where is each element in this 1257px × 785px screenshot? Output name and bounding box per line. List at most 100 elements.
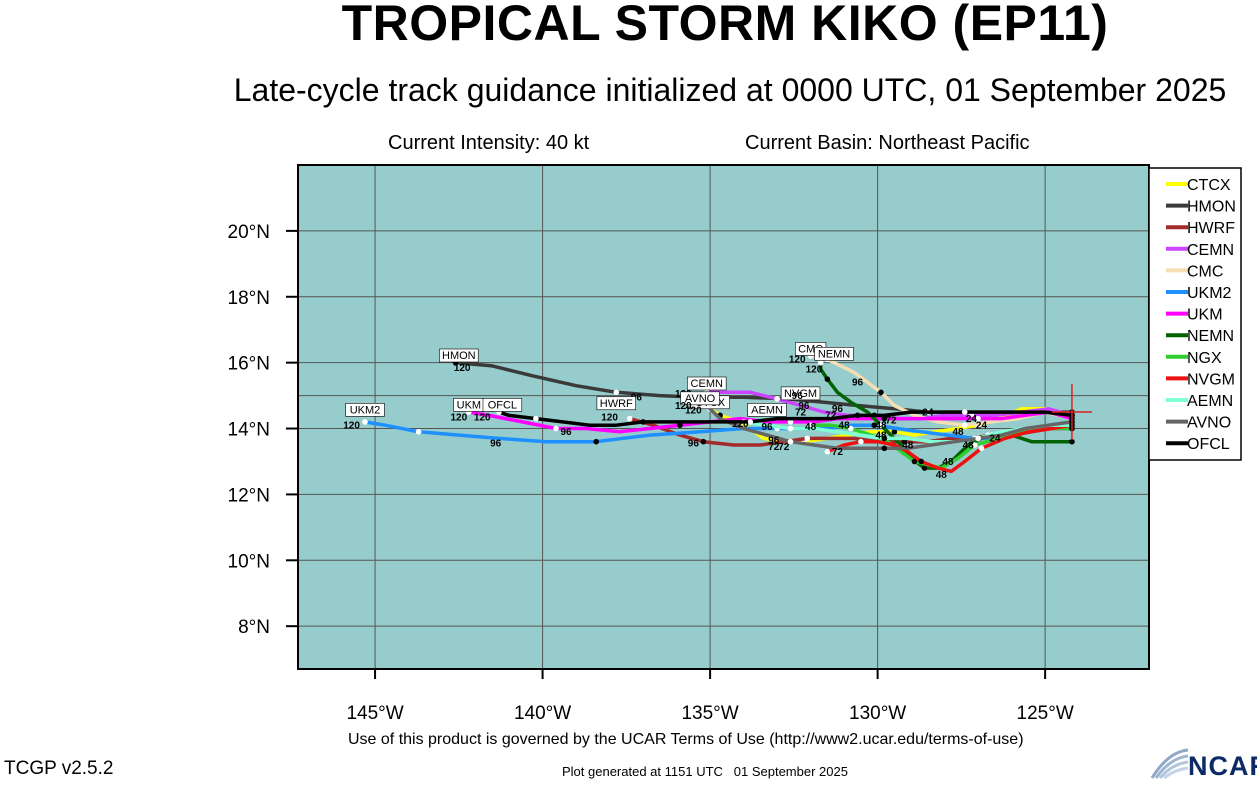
track-point [553, 425, 559, 432]
svg-text:AEMN: AEMN [751, 404, 783, 416]
track-point [593, 438, 599, 445]
tau-label: 48 [875, 430, 887, 441]
track-point [878, 422, 884, 429]
legend-item-avno: AVNO [1166, 415, 1231, 432]
track-point [961, 422, 968, 429]
tau-label: 96 [761, 422, 773, 433]
track-point [961, 409, 968, 415]
track-point [787, 419, 794, 425]
map-subtitle: Late-cycle track guidance initialized at… [233, 72, 1227, 108]
model-legend: CTCX HMON HWRF CEMN CMC UKM2 UKM NEMN NGX NVGM AEM… [1148, 167, 1242, 461]
tau-label: 96 [560, 427, 572, 438]
tau-label: 96 [798, 401, 810, 412]
track-end-label-hwrf: HWRF [596, 396, 636, 411]
legend-item-cemn: CEMN [1166, 242, 1234, 259]
terms-of-use[interactable]: Use of this product is governed by the U… [348, 731, 1024, 748]
current-basin: Current Basin: Northeast Pacific [745, 132, 1030, 154]
svg-text:OFCL: OFCL [1187, 436, 1230, 453]
track-point [975, 415, 981, 422]
svg-text:NGX: NGX [1187, 350, 1222, 367]
x-tick-label: 130°W [849, 703, 906, 724]
tau-label: 24 [922, 407, 934, 418]
track-point [787, 438, 794, 445]
track-point [626, 415, 633, 422]
svg-text:UKM2: UKM2 [350, 404, 381, 416]
track-point [700, 438, 707, 445]
svg-text:NVGM: NVGM [784, 388, 817, 400]
track-end-label-ukm2: UKM2 [345, 403, 385, 417]
tau-label: 120 [474, 412, 491, 423]
track-point [854, 412, 861, 419]
tau-label: 48 [875, 421, 887, 432]
tau-label: 96 [631, 393, 643, 404]
track-point [918, 458, 924, 465]
tau-label: 96 [792, 391, 804, 402]
map-title: TROPICAL STORM KIKO (EP11) [341, 0, 1109, 51]
track-point [362, 419, 368, 425]
tau-label: 120 [685, 406, 702, 417]
track-end-label-nvgm: NVGM [780, 386, 821, 401]
ncar-logo: NCAR [1148, 748, 1257, 781]
svg-text:NEMN: NEMN [818, 348, 850, 360]
tau-label: 48 [902, 440, 914, 451]
tau-label: 96 [852, 378, 864, 389]
svg-text:AEMN: AEMN [1187, 393, 1233, 410]
track-end-label-nemn: NEMN [814, 347, 854, 361]
model-tracks [362, 353, 1075, 474]
track-point [968, 412, 975, 419]
track-point [911, 458, 918, 465]
track-point [1069, 438, 1075, 445]
current-intensity: Current Intensity: 40 kt [388, 132, 590, 154]
svg-text:CTCX: CTCX [1187, 177, 1231, 194]
tau-label: 120 [732, 419, 749, 430]
track-point [978, 445, 985, 452]
legend-item-nvgm: NVGM [1166, 371, 1235, 388]
track-point [613, 389, 620, 396]
track-point [804, 435, 811, 442]
track-end-label-aemn: AEMN [747, 403, 787, 417]
svg-text:HWRF: HWRF [600, 398, 633, 410]
legend-item-hwrf: HWRF [1166, 220, 1235, 237]
track-point [975, 435, 981, 442]
track-point [971, 442, 978, 448]
svg-text:CMC: CMC [1187, 263, 1223, 280]
svg-text:NEMN: NEMN [1187, 328, 1234, 345]
y-tick-label: 16°N [228, 354, 270, 375]
track-end-label-avno: AVNO [680, 391, 720, 406]
svg-text:HMON: HMON [442, 350, 476, 362]
legend-item-ofcl: OFCL [1166, 436, 1230, 453]
track-point [881, 445, 888, 452]
tau-label: 120 [454, 363, 471, 374]
track-end-label-hmon: HMON [439, 348, 479, 363]
tau-label: 96 [832, 404, 844, 415]
svg-text:AVNO: AVNO [1187, 415, 1231, 432]
y-tick-label: 8°N [238, 617, 270, 638]
track-ofcl [498, 410, 1073, 427]
track-point [774, 396, 780, 402]
svg-text:UKM: UKM [457, 399, 481, 411]
legend-item-ngx: NGX [1166, 350, 1222, 367]
legend-item-ctcx: CTCX [1166, 177, 1231, 194]
tau-label: 120 [806, 365, 823, 376]
tau-label: 96 [688, 439, 700, 450]
legend-item-nemn: NEMN [1166, 328, 1234, 345]
tau-label: 24 [976, 421, 988, 432]
x-tick-label: 125°W [1017, 703, 1074, 724]
map-axes: 145°W 140°W 135°W 130°W 125°W 8°N 10°N 12°N 14°N… [228, 222, 1074, 724]
track-cmc [810, 354, 1073, 427]
legend-item-aemn: AEMN [1166, 393, 1233, 410]
tau-label: 72 [778, 442, 790, 453]
track-point [901, 438, 908, 445]
legend-item-cmc: CMC [1166, 263, 1223, 280]
track-labels: CTCX120HMON12096HWRF1209672CEMN120CMC120… [343, 342, 1092, 481]
svg-text:UKM: UKM [1187, 307, 1223, 324]
svg-text:CEMN: CEMN [1187, 242, 1234, 259]
track-point [881, 415, 888, 422]
tau-label: 48 [839, 421, 851, 432]
svg-text:HMON: HMON [1187, 199, 1236, 216]
track-point [848, 425, 854, 432]
track-point [871, 422, 878, 429]
svg-text:HWRF: HWRF [1187, 220, 1235, 237]
tau-label: 72 [885, 416, 897, 427]
